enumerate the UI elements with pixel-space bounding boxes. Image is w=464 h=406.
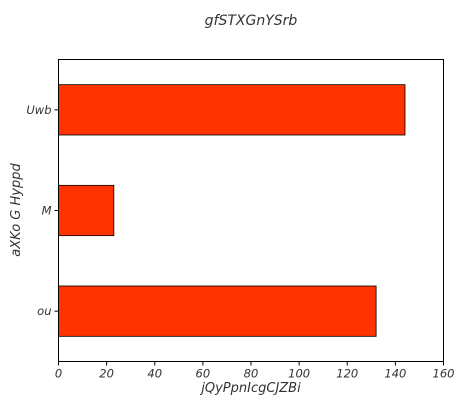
bar-m — [59, 185, 114, 235]
x-axis-ticks: 0 20 40 60 80 100 120 140 160 — [55, 362, 455, 381]
chart-title: gfSTXGnYSrb — [205, 13, 298, 29]
bar-ou — [59, 286, 377, 336]
x-tick-label: 120 — [336, 367, 358, 381]
x-tick-label: 100 — [288, 367, 310, 381]
y-tick-label: M — [42, 204, 52, 218]
y-tick-label: Uwb — [26, 103, 51, 117]
x-tick-label: 140 — [384, 367, 406, 381]
y-tick-label: ou — [37, 304, 51, 318]
y-axis-label: aXKo G Hyppd — [9, 163, 24, 257]
x-tick-label: 160 — [433, 367, 455, 381]
y-axis-ticks: ou M Uwb — [26, 103, 58, 318]
x-tick-label: 60 — [196, 367, 211, 381]
bars-group — [59, 85, 406, 337]
x-tick-label: 20 — [99, 367, 114, 381]
x-tick-label: 80 — [244, 367, 259, 381]
x-tick-label: 0 — [55, 367, 62, 381]
x-tick-label: 40 — [147, 367, 162, 381]
bar-uwb — [59, 85, 406, 135]
x-axis-label: jQyPpnIcgCJZBi — [199, 381, 301, 396]
